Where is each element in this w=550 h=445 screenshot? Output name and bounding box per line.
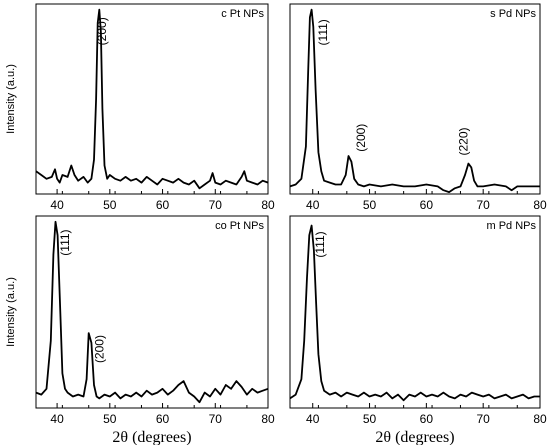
x-tick-label: 40 <box>50 198 64 212</box>
panel-1: 40 50 60 70 80 c Pt NPs (200) Intensity (a.u.) <box>5 3 275 212</box>
panel-label: s Pd NPs <box>490 8 536 20</box>
x-tick-label: 40 <box>50 412 64 426</box>
peak-label: (111) <box>313 231 327 257</box>
x-tick-label: 80 <box>533 198 547 212</box>
x-tick-label: 80 <box>533 412 547 426</box>
x-tick-label: 50 <box>103 412 117 426</box>
panel-4: 40 50 60 70 80 m Pd NPs (111) 2θ (degrees) <box>289 215 547 445</box>
peak-label: (200) <box>354 124 368 152</box>
x-axis-label: 2θ (degrees) <box>375 429 454 445</box>
x-axis-label: 2θ (degrees) <box>112 429 191 445</box>
x-tick-label: 50 <box>363 198 377 212</box>
peak-label: (220) <box>456 127 470 155</box>
peak-label: (200) <box>92 335 106 363</box>
plot-frame <box>35 3 269 195</box>
x-tick-label: 60 <box>420 412 434 426</box>
x-tick-label: 40 <box>306 412 320 426</box>
series-line <box>289 8 540 194</box>
x-tick-label: 60 <box>420 198 434 212</box>
peak-label: (111) <box>58 229 72 255</box>
x-tick-label: 70 <box>477 412 491 426</box>
x-tick-label: 50 <box>103 198 117 212</box>
x-tick-label: 60 <box>156 198 170 212</box>
x-tick-label: 40 <box>306 198 320 212</box>
panel-label: c Pt NPs <box>221 8 264 20</box>
y-axis-label: Intensity (a.u.) <box>5 277 17 347</box>
x-tick-label: 70 <box>209 198 223 212</box>
panel-2: 40 50 60 70 80 s Pd NPs (111) (200) (220) <box>289 3 547 212</box>
peak-label: (200) <box>95 17 109 45</box>
plot-frame <box>289 3 541 195</box>
plot-frame <box>35 215 269 409</box>
peak-label: (111) <box>316 19 330 45</box>
x-tick-label: 70 <box>477 198 491 212</box>
panel-label: m Pd NPs <box>486 220 536 232</box>
panel-3: 40 50 60 70 80 co Pt NPs (111) (200) Intensity (… <box>5 215 275 445</box>
y-axis-label: Intensity (a.u.) <box>5 64 17 134</box>
x-tick-label: 80 <box>261 412 275 426</box>
series-line <box>35 220 269 404</box>
series-line <box>289 224 540 402</box>
x-tick-label: 70 <box>209 412 223 426</box>
x-tick-label: 80 <box>261 198 275 212</box>
series-line <box>35 8 269 190</box>
panel-label: co Pt NPs <box>215 220 264 232</box>
x-tick-label: 50 <box>363 412 377 426</box>
x-tick-label: 60 <box>156 412 170 426</box>
plot-frame <box>289 215 541 409</box>
